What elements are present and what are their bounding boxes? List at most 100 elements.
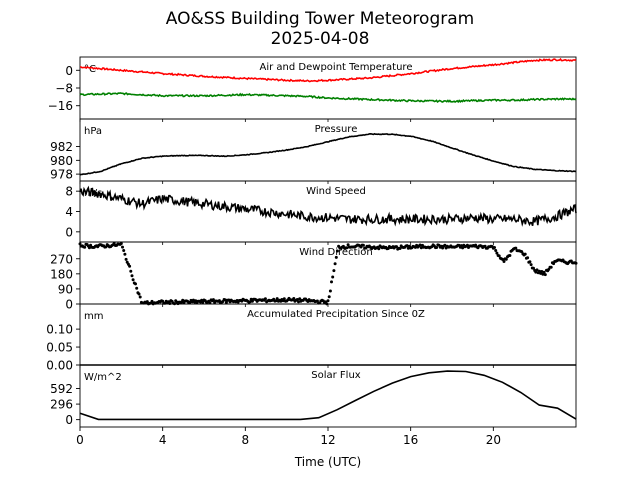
wind-direction-point <box>532 266 535 270</box>
wind-direction-point <box>514 246 518 250</box>
series-line-dewpoint <box>79 92 577 104</box>
wind-direction-point <box>346 243 350 247</box>
wind-direction-point <box>124 257 128 261</box>
y-tick-label: 0 <box>65 298 73 312</box>
wind-direction-point <box>398 247 402 250</box>
wind-direction-point <box>263 297 267 301</box>
x-tick-label: 20 <box>486 433 501 447</box>
y-tick-label: 0 <box>65 64 73 78</box>
wind-direction-point <box>495 251 499 255</box>
wind-direction-point <box>208 301 212 305</box>
y-tick-label: 0 <box>65 413 73 427</box>
wind-direction-point <box>134 282 137 286</box>
wind-direction-point <box>168 302 172 305</box>
wind-direction-point <box>540 270 544 273</box>
wind-direction-point <box>335 249 339 253</box>
panels-group: Air and Dewpoint Temperature °C 0 −8 −16 Pres… <box>46 56 578 428</box>
panel-title: Accumulated Precipitation Since 0Z <box>247 309 425 320</box>
series-line-series <box>79 132 577 176</box>
wind-direction-point <box>526 256 530 260</box>
wind-direction-point <box>435 246 439 249</box>
wind-direction-point <box>395 245 398 249</box>
y-tick-label: 4 <box>65 205 73 219</box>
wind-direction-point <box>129 269 133 273</box>
panel-1: Air and Dewpoint Temperature °C 0 −8 −16 <box>48 56 577 120</box>
wind-direction-point <box>104 245 108 249</box>
wind-direction-point <box>83 245 87 249</box>
wind-direction-point <box>574 261 578 265</box>
y-tick-label: 8 <box>65 185 73 199</box>
wind-direction-point <box>330 280 333 284</box>
panel-title: Pressure <box>315 124 358 135</box>
x-tick-label: 16 <box>403 433 418 447</box>
wind-direction-point <box>345 246 349 250</box>
panel-title: Solar Flux <box>311 370 361 381</box>
wind-direction-point <box>377 247 381 251</box>
y-tick-label: 270 <box>50 252 73 266</box>
wind-direction-point <box>529 263 533 267</box>
wind-direction-point <box>508 254 512 257</box>
wind-direction-point <box>493 246 496 249</box>
wind-direction-point <box>135 286 139 290</box>
wind-direction-point <box>361 243 365 247</box>
wind-direction-point <box>138 295 142 299</box>
x-tick-label: 8 <box>242 433 250 447</box>
wind-direction-point <box>405 244 409 248</box>
wind-direction-point <box>123 252 127 256</box>
x-axis-label: Time (UTC) <box>294 455 361 469</box>
y-tick-label: 592 <box>50 382 73 396</box>
x-tick-label: 0 <box>76 433 84 447</box>
wind-direction-point <box>494 249 498 252</box>
wind-direction-point <box>145 300 149 304</box>
wind-direction-point <box>224 300 228 304</box>
wind-direction-point <box>459 244 463 248</box>
wind-direction-point <box>211 298 215 302</box>
wind-direction-point <box>443 243 447 247</box>
wind-direction-point <box>543 273 547 277</box>
wind-direction-point <box>292 297 296 300</box>
wind-direction-point <box>461 246 465 250</box>
wind-direction-point <box>534 270 538 274</box>
wind-direction-point <box>137 292 141 296</box>
y-tick-label: 90 <box>58 282 73 296</box>
figure-title-line2: 2025-04-08 <box>271 29 370 49</box>
wind-direction-point <box>87 246 91 250</box>
wind-direction-point <box>419 246 423 250</box>
y-tick-label: 296 <box>50 398 73 412</box>
wind-direction-point <box>248 300 252 304</box>
wind-direction-point <box>297 300 300 304</box>
y-tick-label: −8 <box>55 82 73 96</box>
wind-direction-point <box>502 260 506 263</box>
wind-direction-point <box>131 278 135 282</box>
wind-direction-point <box>523 252 527 256</box>
y-tick-label: 0.10 <box>46 323 73 337</box>
y-tick-label: 180 <box>50 267 73 281</box>
wind-direction-point <box>119 242 123 245</box>
wind-direction-point <box>334 255 338 259</box>
panel-title: Wind Speed <box>306 186 366 197</box>
unit-label: W/m^2 <box>84 372 122 383</box>
wind-direction-point <box>282 297 286 301</box>
wind-direction-point <box>201 300 205 304</box>
wind-direction-point <box>295 298 299 301</box>
wind-direction-point <box>326 299 330 303</box>
panel-title: Wind Direction <box>299 247 373 258</box>
wind-direction-point <box>549 265 553 269</box>
wind-direction-point <box>275 297 279 301</box>
panel-title: Air and Dewpoint Temperature <box>260 62 413 73</box>
y-tick-label: −16 <box>48 99 73 113</box>
wind-direction-point <box>465 243 469 247</box>
wind-direction-point <box>150 299 154 303</box>
series-line-series <box>79 370 577 421</box>
unit-label: hPa <box>84 126 102 137</box>
wind-direction-point <box>418 243 422 247</box>
wind-direction-point <box>497 254 501 258</box>
wind-direction-point <box>333 262 337 266</box>
wind-direction-point <box>542 270 546 274</box>
wind-direction-point <box>331 275 335 279</box>
